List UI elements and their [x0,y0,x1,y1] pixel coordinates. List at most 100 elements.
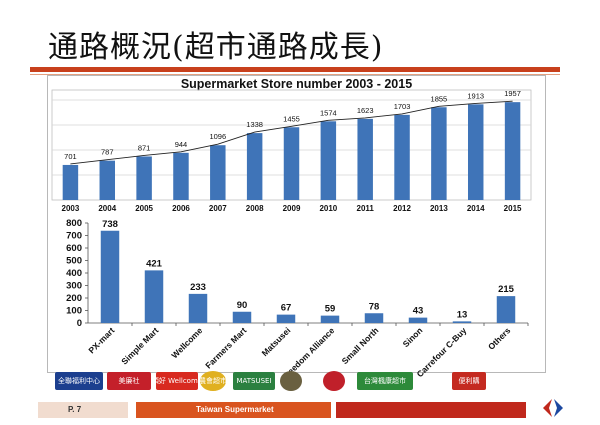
footer-bar: P. 7 Taiwan Supermarket [0,399,600,425]
bottom-data-label: 43 [413,306,424,317]
slide-title: 通路概況(超市通路成長) [48,30,384,65]
bottom-x-tick-label: Simple Mart [119,325,160,366]
top-x-tick-label: 2012 [393,204,411,213]
pxmart-logo: 全聯福利中心 [55,372,103,390]
top-bar [467,104,484,200]
bottom-bar [100,230,120,323]
top-chart-title: Supermarket Store number 2003 - 2015 [180,77,413,91]
bottom-data-label: 90 [237,300,248,311]
top-bar [283,127,300,200]
top-bar [246,133,263,200]
bottom-bar [232,311,252,323]
bottom-y-tick-label: 800 [66,218,82,229]
top-x-tick-label: 2005 [135,204,153,213]
top-bar [173,152,189,200]
bottom-x-tick-label: PX-mart [86,325,116,355]
bottom-bar [452,321,472,323]
top-bar [320,121,337,200]
bottom-x-tick-label: Small North [340,325,381,366]
sinon-logo: 台灣楓康超市 [357,372,413,390]
footer-accent-box [336,402,526,418]
bottom-x-tick-label: Wellcome [169,325,204,360]
bottom-data-label: 67 [281,303,292,314]
small-north-logo [323,371,345,391]
top-data-label: 1623 [357,106,374,115]
bottom-y-tick-label: 500 [66,256,82,267]
top-x-tick-label: 2004 [98,204,116,213]
bottom-data-label: 215 [498,284,515,295]
top-data-label: 944 [175,140,188,149]
top-x-tick-label: 2013 [430,204,448,213]
top-data-label: 1855 [431,94,448,103]
top-trendline [70,100,513,165]
top-bar [394,114,410,200]
top-data-label: 1703 [394,102,411,111]
top-data-label: 1455 [283,114,300,123]
retailer-logo-strip: 全聯福利中心美廉社頂好 Wellcome農會超市 MATSUSEI 台灣楓康超市 便利… [55,370,495,396]
top-data-label: 1574 [320,108,337,117]
top-data-label: 871 [138,143,151,152]
bottom-y-tick-label: 200 [66,293,82,304]
bottom-data-label: 233 [190,282,206,293]
bottom-bar [408,317,428,323]
title-underline [30,67,560,72]
top-x-tick-label: 2006 [172,204,190,213]
matsusei-logo: MATSUSEI [233,372,275,390]
bottom-x-tick-label: Matsusei [260,325,293,358]
top-x-tick-label: 2011 [357,204,375,213]
top-x-tick-label: 2007 [209,204,227,213]
title-underline-thin [30,74,560,75]
bottom-x-tick-label: Others [486,325,513,352]
simple-mart-logo: 美廉社 [107,372,151,390]
page-number: P. 7 [68,405,82,414]
chart-panel: Supermarket Store number 2003 - 2015 701… [47,75,546,382]
footer-label-box: Taiwan Supermarket [136,402,331,418]
top-bar [62,164,79,200]
footer-label: Taiwan Supermarket [196,405,274,414]
bottom-bar [320,315,340,323]
bottom-data-label: 78 [369,301,380,312]
top-data-label: 701 [64,152,77,161]
footer-page-box: P. 7 [38,402,128,418]
carrefour-logo-icon [543,399,563,417]
bottom-x-tick-label: Farmers Mart [203,325,248,370]
bottom-data-label: 738 [102,219,118,230]
top-x-tick-label: 2003 [62,204,80,213]
top-data-label: 787 [101,148,114,157]
chart-svg: 701 2003 787 2004 871 2005 944 2006 1096 2007 1338… [51,89,532,382]
bottom-y-tick-label: 0 [77,318,82,329]
bottom-y-tick-label: 300 [66,281,82,292]
top-data-label: 1096 [209,132,226,141]
top-bar [431,107,447,200]
bottom-bar [144,270,164,323]
top-bar [210,145,226,200]
top-data-label: 1957 [504,89,521,98]
top-x-tick-label: 2015 [504,204,522,213]
bottom-x-tick-label: Sinon [401,325,425,349]
top-data-label: 1913 [467,91,484,100]
top-bar [99,160,116,200]
top-x-tick-label: 2008 [246,204,264,213]
carrefour-cbuy-logo: 便利購 [452,372,486,390]
bottom-y-tick-label: 600 [66,243,82,254]
bottom-data-label: 59 [325,304,336,315]
top-x-tick-label: 2009 [283,204,301,213]
bottom-bar [364,313,384,323]
wellcome-logo: 頂好 Wellcome [156,372,198,390]
freedom-alliance-logo [280,371,302,391]
top-data-label: 1338 [246,120,263,129]
bottom-data-label: 421 [146,258,163,269]
bottom-bar [276,314,296,323]
top-x-tick-label: 2010 [319,204,337,213]
bottom-bar [496,296,516,323]
bottom-bar [188,293,208,323]
top-x-tick-label: 2014 [467,204,485,213]
top-bar [504,102,521,200]
bottom-y-tick-label: 400 [66,268,82,279]
farmers-mart-logo: 農會超市 [200,371,226,391]
bottom-y-tick-label: 700 [66,231,82,242]
top-bar [136,156,152,200]
bottom-y-tick-label: 100 [66,306,82,317]
bottom-data-label: 13 [457,309,468,320]
top-bar [357,118,373,200]
